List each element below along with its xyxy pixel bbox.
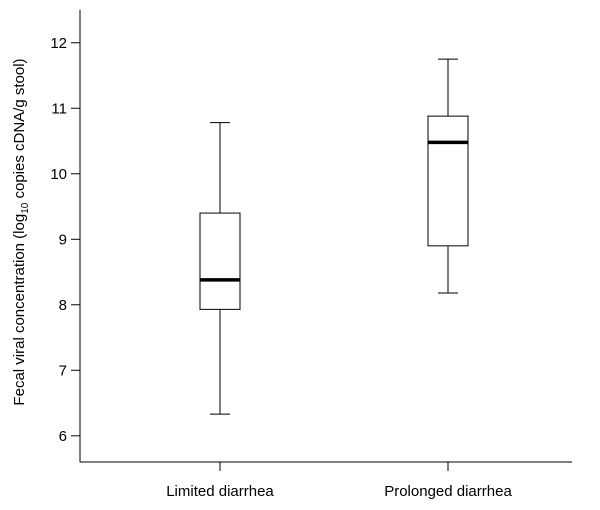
- y-axis-label-sub: 10: [20, 202, 31, 214]
- x-category-label: Prolonged diarrhea: [384, 483, 512, 500]
- boxes: [199, 58, 469, 415]
- y-tick-label: 9: [59, 231, 67, 248]
- y-tick-label: 10: [50, 166, 67, 183]
- iqr-box: [199, 212, 241, 310]
- x-category-label: Limited diarrhea: [166, 483, 274, 500]
- y-tick-label: 8: [59, 297, 67, 314]
- box-2: [427, 58, 469, 294]
- y-tick-label: 11: [51, 100, 67, 117]
- x-axis: Limited diarrhea Prolonged diarrhea: [80, 461, 572, 500]
- y-tick-label: 6: [59, 428, 67, 445]
- box-1: [199, 122, 241, 415]
- y-axis-label: Fecal viral concentration (log10 copies …: [11, 58, 31, 405]
- iqr-box: [427, 115, 469, 247]
- y-axis: 6 7 8 9 10 11 12: [50, 10, 81, 462]
- y-axis-label-pre: Fecal viral concentration (log: [11, 214, 28, 406]
- y-tick-label: 7: [59, 362, 67, 379]
- y-axis-label-post: copies cDNA/g stool): [11, 58, 28, 202]
- y-tick-label: 12: [50, 35, 67, 52]
